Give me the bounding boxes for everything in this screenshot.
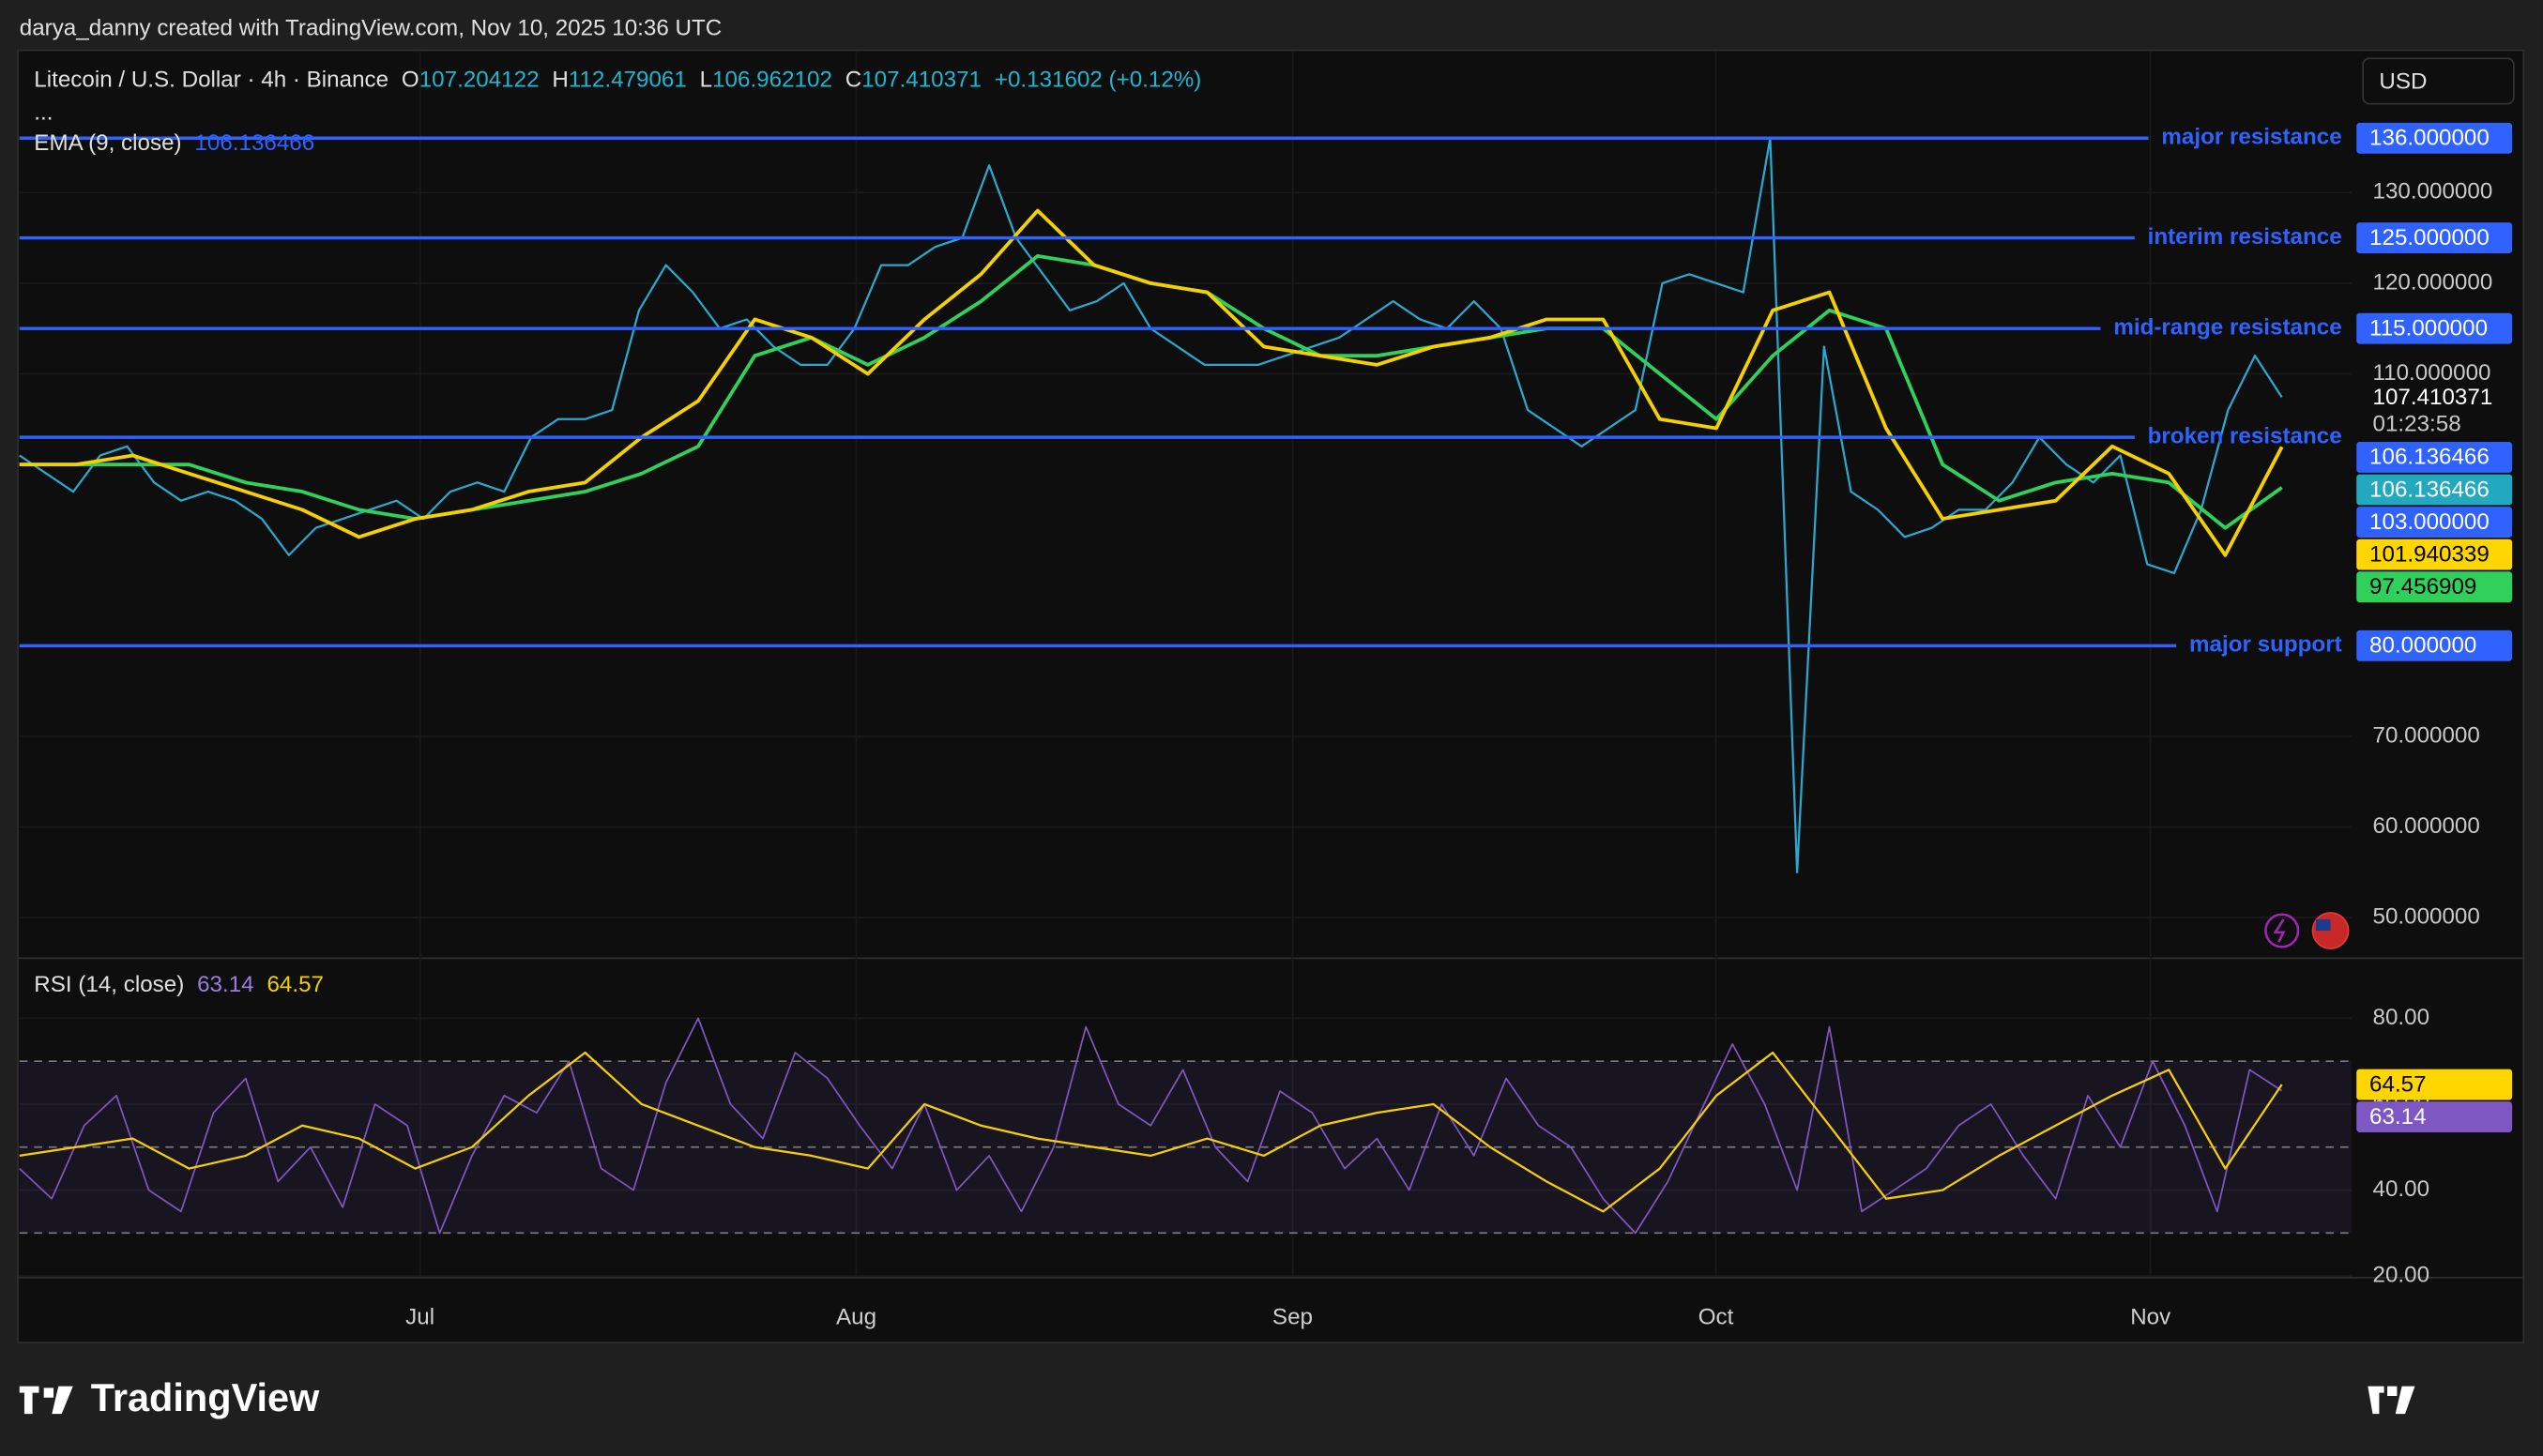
price-tag xyxy=(2356,629,2513,661)
x-tick-label: Oct xyxy=(1698,1304,1734,1329)
rsi-ma-value: 64.57 xyxy=(266,972,324,997)
price-axis: 130.000000 120.000000 110.000000 70.000000 6… xyxy=(2356,122,2513,1287)
price-tag xyxy=(2356,222,2513,253)
rsi-value: 63.14 xyxy=(197,972,254,997)
legend-item: H xyxy=(552,68,568,93)
level-label: interim resistance xyxy=(2148,224,2342,250)
brand: TradingView xyxy=(91,1375,320,1419)
rsi-band xyxy=(19,1061,2353,1234)
price-tag-label: 103.000000 xyxy=(2369,509,2490,535)
countdown: 01:23:58 xyxy=(2373,411,2461,436)
level-label: mid-range resistance xyxy=(2113,315,2341,341)
rsi-legend: RSI (14, close) 63.14 64.57 xyxy=(34,972,324,997)
level-label: broken resistance xyxy=(2148,423,2342,448)
legend-item: O xyxy=(402,68,419,93)
level-label: major support xyxy=(2189,632,2342,658)
rsi-line xyxy=(19,1017,2283,1235)
price-tag xyxy=(2356,312,2513,344)
price-tag-label: 106.136466 xyxy=(2369,477,2490,502)
price-tag xyxy=(2356,507,2513,538)
price-tag-label: 80.000000 xyxy=(2369,633,2476,659)
ema-fast-line xyxy=(19,208,2284,557)
x-tick-label: Aug xyxy=(836,1304,876,1329)
price-tag-label: 63.14 xyxy=(2369,1104,2427,1130)
ema-label: EMA (9, close) xyxy=(34,130,181,156)
x-tick-label: Sep xyxy=(1272,1304,1313,1329)
x-tick-label: Jul xyxy=(405,1304,434,1329)
legend-item: Litecoin / U.S. Dollar · 4h · Binance xyxy=(34,68,388,93)
ema-value: 106.136466 xyxy=(194,130,314,156)
currency[interactable]: USD xyxy=(2379,69,2427,95)
legend-item: 107.204122 xyxy=(419,68,540,93)
price-tag-label: 101.940339 xyxy=(2369,541,2490,567)
y-tick-label: 20.00 xyxy=(2373,1262,2430,1287)
y-tick-label: 80.00 xyxy=(2373,1005,2430,1030)
price-tag xyxy=(2356,1069,2513,1100)
legend-more: ... xyxy=(34,99,53,125)
price-tag-label: 136.000000 xyxy=(2369,126,2490,151)
price-tag-label: 97.456909 xyxy=(2369,574,2476,599)
currency-button[interactable] xyxy=(2362,57,2515,105)
legend-item: C xyxy=(845,68,861,93)
y-tick-label: 110.000000 xyxy=(2373,360,2491,386)
grid xyxy=(19,52,2353,1277)
legend-item: L xyxy=(700,68,712,93)
y-tick-label: 130.000000 xyxy=(2373,179,2493,205)
legend: Litecoin / U.S. Dollar · 4h · Binance O10… xyxy=(34,68,1201,93)
chart-panel xyxy=(17,49,2525,1343)
price-tag-label: 115.000000 xyxy=(2369,315,2488,341)
price-tag xyxy=(2356,538,2513,570)
plot: major resistance interim resistance mid-ra… xyxy=(19,125,2353,1235)
y-tick-label: 40.00 xyxy=(2373,1176,2430,1202)
legend-item: 106.962102 xyxy=(712,68,832,93)
price-tag xyxy=(2356,1101,2513,1133)
price-tag xyxy=(2356,122,2513,154)
legend-item: +0.131602 (+0.12%) xyxy=(995,68,1202,93)
price-tag-label: 106.136466 xyxy=(2369,445,2490,470)
y-tick-label: 120.000000 xyxy=(2373,269,2493,295)
legend-item: 112.479061 xyxy=(569,68,687,93)
rsi-label: RSI (14, close) xyxy=(34,972,184,997)
price-tag xyxy=(2356,442,2513,473)
level-label: major resistance xyxy=(2161,125,2341,150)
price-tag-label: 125.000000 xyxy=(2369,225,2490,250)
brand-logo xyxy=(19,1386,73,1415)
price-tag xyxy=(2356,571,2513,603)
brand-logo xyxy=(2368,1386,2415,1415)
flag-icon-canton xyxy=(2316,918,2331,932)
alert-icon[interactable] xyxy=(2264,913,2300,948)
alert-icon-bolt xyxy=(2273,918,2286,943)
x-tick-label: Nov xyxy=(2130,1304,2171,1329)
y-tick-label: 60.000000 xyxy=(2373,813,2480,839)
legend-item: 107.410371 xyxy=(861,68,982,93)
price-tag xyxy=(2356,474,2513,506)
price-tag-label: 107.410371 xyxy=(2373,385,2493,410)
rsi-ma-line xyxy=(19,1051,2283,1213)
y-tick-label: 50.000000 xyxy=(2373,904,2480,930)
y-tick-label: 70.000000 xyxy=(2373,722,2480,748)
credit: darya_danny created with TradingView.com… xyxy=(20,15,722,40)
price-tag-label: 64.57 xyxy=(2369,1071,2427,1097)
ema-legend: EMA (9, close) 106.136466 xyxy=(34,130,314,156)
